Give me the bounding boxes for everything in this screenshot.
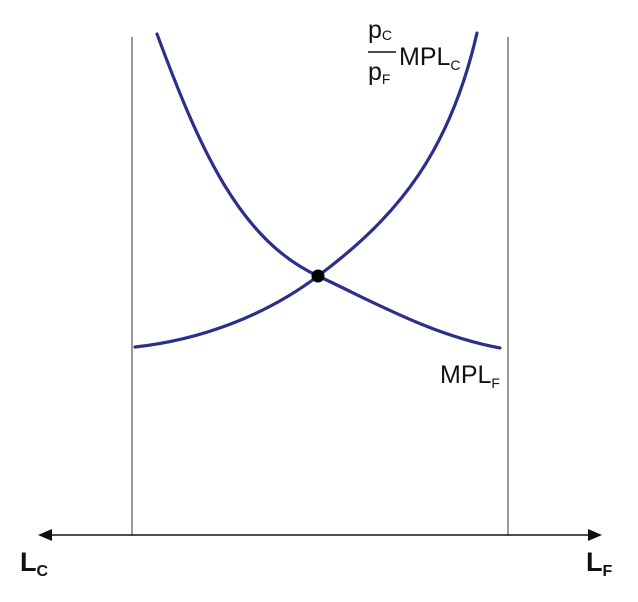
mplc-label: MPL	[399, 43, 451, 71]
price-ratio-numerator-sub: C	[382, 27, 392, 43]
mplf-label: MPL	[440, 361, 492, 389]
mplf-label-sub: F	[491, 375, 500, 391]
price-ratio-numerator: p	[368, 16, 382, 44]
price-ratio-denominator: p	[368, 58, 382, 86]
svg-text:pC: pC	[368, 16, 392, 44]
mplc-label-sub: C	[450, 57, 460, 73]
left-axis-label: L	[20, 547, 37, 577]
right-axis-label-sub: F	[603, 563, 613, 580]
price-ratio-label: pC pF MPLC	[368, 16, 461, 87]
price-ratio-denominator-sub: F	[382, 71, 391, 87]
left-arrowhead-icon	[38, 529, 52, 541]
mplf-curve	[155, 32, 502, 350]
left-axis-label-group: LC	[20, 547, 49, 580]
mplf-label-group: MPLF	[440, 361, 500, 391]
right-arrowhead-icon	[588, 529, 602, 541]
equilibrium-point	[311, 269, 325, 283]
svg-text:pF: pF	[368, 58, 390, 87]
right-axis-label-group: LF	[586, 547, 613, 580]
left-axis-label-sub: C	[37, 563, 49, 580]
svg-text:MPLC: MPLC	[399, 43, 461, 73]
right-axis-label: L	[586, 547, 603, 577]
value-mplc-curve	[133, 31, 479, 349]
